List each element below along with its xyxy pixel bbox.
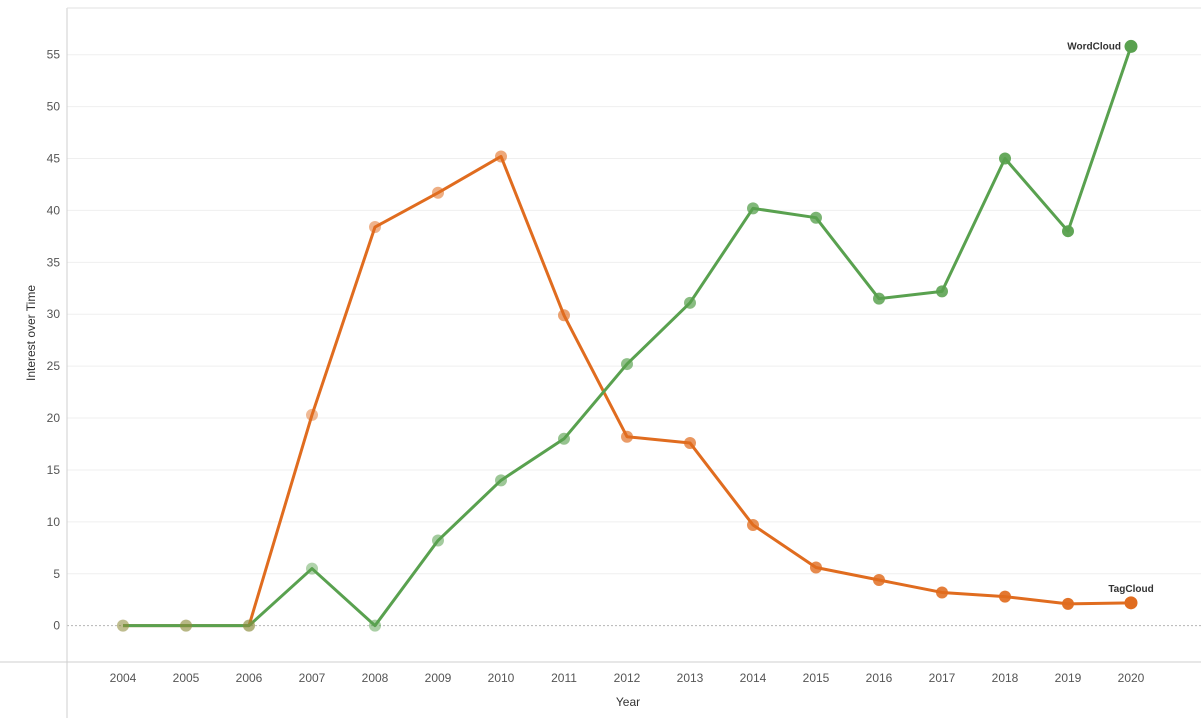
data-point-tagcloud (936, 586, 948, 599)
y-tick-label: 0 (53, 619, 60, 633)
x-tick-label: 2006 (236, 671, 263, 685)
x-tick-label: 2012 (614, 671, 641, 685)
x-tick-label: 2017 (929, 671, 956, 685)
x-tick-label: 2009 (425, 671, 452, 685)
data-point-wordcloud (369, 619, 381, 632)
data-point-tagcloud (306, 408, 318, 421)
data-point-wordcloud (243, 619, 255, 632)
y-tick-label: 30 (47, 307, 61, 321)
data-point-tagcloud (369, 221, 381, 234)
x-tick-label: 2018 (992, 671, 1019, 685)
y-axis-ticks: 0 5 10 15 20 25 30 35 40 45 50 55 (47, 48, 61, 633)
gridlines (67, 54, 1201, 627)
x-tick-label: 2015 (803, 671, 830, 685)
x-axis-title: Year (616, 695, 640, 709)
x-tick-label: 2016 (866, 671, 893, 685)
data-point-wordcloud (873, 292, 885, 305)
data-point-wordcloud (306, 562, 318, 575)
data-point-tagcloud (180, 619, 192, 632)
data-point-tagcloud (558, 309, 570, 322)
data-point-wordcloud (684, 296, 696, 309)
y-tick-label: 45 (47, 152, 61, 166)
data-point-wordcloud (432, 534, 444, 547)
y-tick-label: 50 (47, 100, 61, 114)
data-point-tagcloud (432, 186, 444, 199)
y-tick-label: 20 (47, 411, 61, 425)
y-tick-label: 25 (47, 359, 61, 373)
series-label-tagcloud: TagCloud (1108, 584, 1153, 595)
y-axis-title: Interest over Time (24, 285, 38, 381)
data-point-tagcloud (1062, 597, 1074, 610)
x-tick-label: 2011 (551, 671, 577, 685)
data-point-tagcloud (495, 150, 507, 163)
y-tick-label: 55 (47, 48, 61, 62)
x-tick-label: 2007 (299, 671, 326, 685)
x-tick-label: 2005 (173, 671, 200, 685)
x-tick-label: 2014 (740, 671, 767, 685)
series-label-wordcloud: WordCloud (1067, 41, 1121, 52)
x-tick-label: 2004 (110, 671, 137, 685)
x-tick-label: 2019 (1055, 671, 1082, 685)
data-point-wordcloud (999, 152, 1011, 165)
data-point-wordcloud (936, 285, 948, 298)
data-point-tagcloud (873, 573, 885, 586)
data-point-wordcloud (621, 358, 633, 371)
data-point-tagcloud (747, 518, 759, 531)
y-tick-label: 5 (53, 567, 60, 581)
data-point-tagcloud (999, 590, 1011, 603)
series-group (117, 39, 1138, 632)
data-point-tagcloud (1124, 596, 1138, 610)
data-point-wordcloud (1124, 39, 1138, 53)
data-point-wordcloud (117, 619, 129, 632)
data-point-wordcloud (180, 619, 192, 632)
data-point-tagcloud (684, 436, 696, 449)
x-axis-ticks: 2004 2005 2006 2007 2008 2009 2010 2011 2012 2013… (110, 671, 1145, 685)
data-point-wordcloud (810, 211, 822, 224)
data-point-wordcloud (495, 474, 507, 487)
y-tick-label: 15 (47, 463, 61, 477)
data-point-tagcloud (621, 430, 633, 443)
data-point-wordcloud (1062, 225, 1074, 238)
data-point-wordcloud (747, 202, 759, 215)
y-tick-label: 35 (47, 255, 61, 269)
data-point-tagcloud (810, 561, 822, 574)
data-point-tagcloud (117, 619, 129, 632)
y-tick-label: 10 (47, 515, 61, 529)
data-point-wordcloud (558, 432, 570, 445)
x-tick-label: 2008 (362, 671, 389, 685)
x-tick-label: 2020 (1118, 671, 1145, 685)
x-tick-label: 2013 (677, 671, 704, 685)
y-tick-label: 40 (47, 203, 61, 217)
data-point-tagcloud (243, 619, 255, 632)
x-tick-label: 2010 (488, 671, 515, 685)
